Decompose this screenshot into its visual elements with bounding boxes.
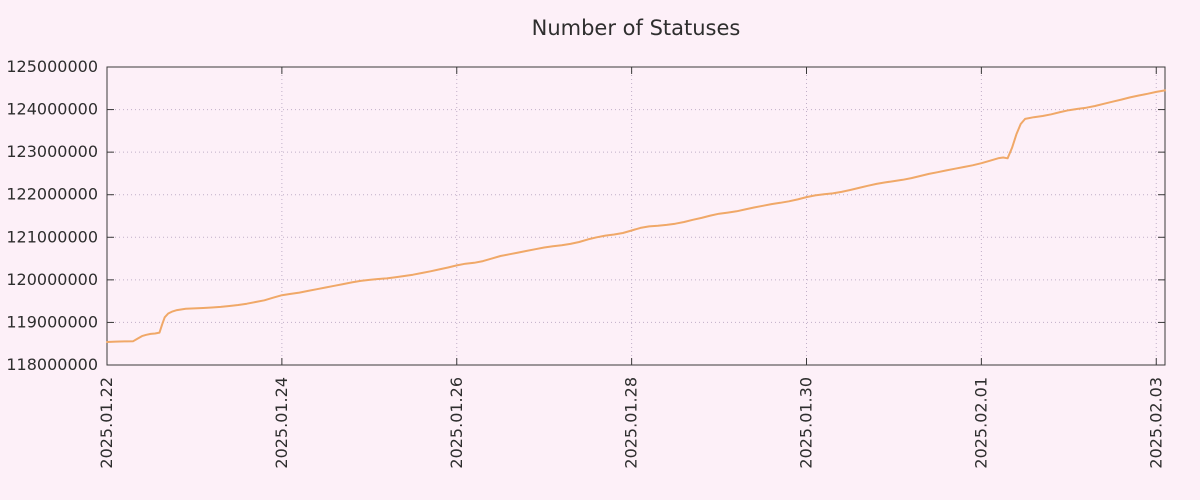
svg-text:2025.01.22: 2025.01.22 [97, 377, 116, 469]
svg-text:2025.01.26: 2025.01.26 [447, 377, 466, 469]
svg-text:2025.01.30: 2025.01.30 [797, 377, 816, 469]
chart-title: Number of Statuses [531, 16, 741, 40]
svg-text:125000000: 125000000 [6, 57, 98, 76]
svg-text:2025.02.03: 2025.02.03 [1146, 377, 1165, 469]
svg-text:120000000: 120000000 [6, 270, 98, 289]
svg-text:122000000: 122000000 [6, 185, 98, 204]
svg-text:118000000: 118000000 [6, 355, 98, 374]
svg-text:2025.01.28: 2025.01.28 [622, 377, 641, 469]
svg-text:124000000: 124000000 [6, 100, 98, 119]
svg-text:121000000: 121000000 [6, 227, 98, 246]
svg-text:2025.01.24: 2025.01.24 [272, 377, 291, 469]
svg-text:2025.02.01: 2025.02.01 [971, 377, 990, 469]
svg-text:119000000: 119000000 [6, 312, 98, 331]
svg-text:123000000: 123000000 [6, 142, 98, 161]
